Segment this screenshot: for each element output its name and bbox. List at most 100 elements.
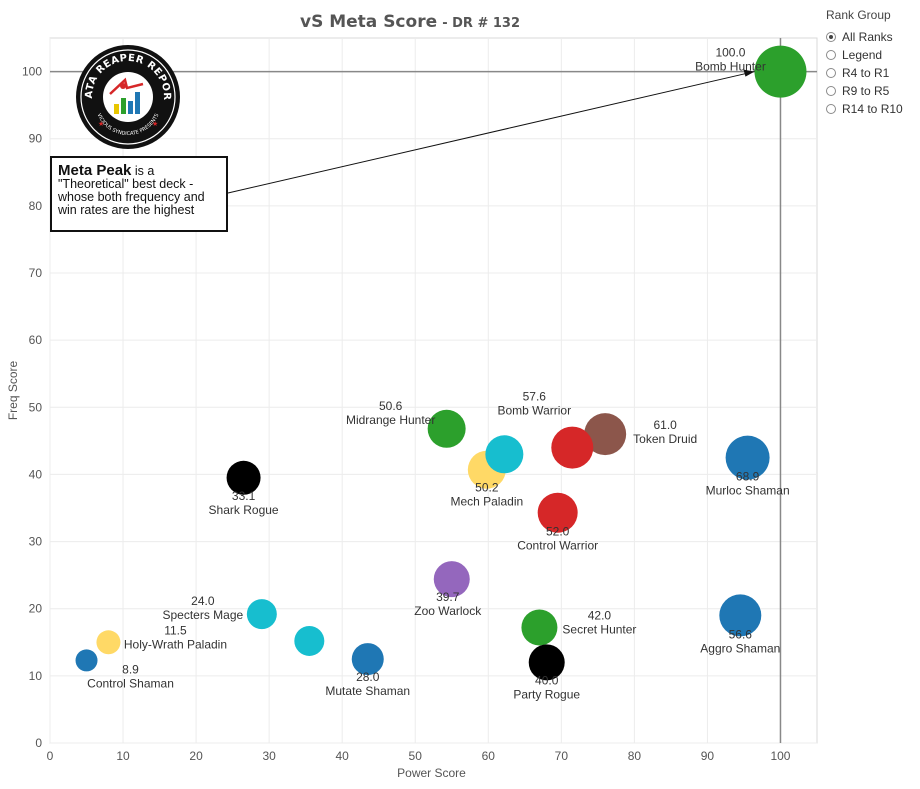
rank-option-all-ranks[interactable]: All Ranks [826,28,903,46]
callout-arrowhead-icon [743,69,755,77]
x-tick-label: 80 [628,749,642,763]
data-label-score: 52.0 [546,525,570,539]
data-label-name: Party Rogue [513,687,580,701]
data-label-score: 42.0 [588,609,612,623]
callout-arrow-line [227,71,755,194]
data-point [551,426,594,469]
data-point [351,643,384,676]
data-point [433,561,470,598]
data-label-name: Mutate Shaman [325,684,410,698]
data-label-score: 50.6 [379,399,403,413]
data-label-score: 68.9 [736,470,760,484]
x-tick-label: 10 [116,749,130,763]
rank-group-filter: Rank Group All Ranks Legend R4 to R1 R9 to … [826,8,903,118]
svg-text:★: ★ [152,120,158,128]
rank-option-label: Legend [842,48,883,62]
rank-group-title: Rank Group [826,8,891,22]
x-tick-label: 20 [189,749,203,763]
data-point [537,492,578,533]
rank-option-label: R14 to R10 [842,102,903,116]
data-label-score: 100.0 [715,46,745,60]
data-label-score: 8.9 [122,662,139,676]
x-axis-label: Power Score [397,766,466,780]
x-tick-label: 70 [555,749,569,763]
data-point [96,630,121,655]
radio-icon[interactable] [826,104,836,114]
data-label-name: Midrange Hunter [346,413,435,427]
meta-peak-callout: Meta Peak is a "Theoretical" best deck -… [50,156,228,232]
data-point [246,599,277,630]
data-label-name: Control Shaman [87,676,174,690]
data-label-name: Mech Paladin [450,495,523,509]
data-point [725,435,770,480]
data-label-score: 56.6 [729,627,753,641]
data-label-name: Bomb Warrior [498,404,572,418]
data-point [294,625,325,656]
data-label-name: Aggro Shaman [700,641,780,655]
svg-text:★: ★ [98,120,104,128]
rank-option-label: R9 to R5 [842,84,890,98]
data-label-name: Token Druid [633,432,697,446]
data-point [75,649,98,672]
data-point [584,413,627,456]
radio-icon[interactable] [826,50,836,60]
rank-option-r14-to-r10[interactable]: R14 to R10 [826,100,903,118]
y-tick-label: 50 [29,400,43,414]
y-axis-label: Freq Score [6,360,20,420]
x-tick-label: 90 [701,749,715,763]
data-label-name: Shark Rogue [209,503,279,517]
chart-title: vS Meta Score [299,12,438,32]
rank-option-r4-to-r1[interactable]: R4 to R1 [826,64,903,82]
radio-icon[interactable] [826,68,836,78]
data-point [226,460,261,495]
data-label-name: Zoo Warlock [414,604,482,618]
y-tick-label: 10 [29,669,43,683]
data-label-name: Bomb Hunter [695,60,766,74]
x-tick-label: 60 [482,749,496,763]
data-reaper-report-logo: DATA REAPER REPORT VICIOUS SYNDICATE PRE… [71,36,181,150]
data-label-score: 61.0 [653,418,677,432]
rank-group-options: All Ranks Legend R4 to R1 R9 to R5 R14 to R1… [826,28,903,118]
data-label-name: Secret Hunter [562,623,636,637]
callout-text: is a "Theoretical" best deck - whose bot… [58,164,205,217]
data-label-score: 11.5 [164,623,187,637]
data-label-score: 39.7 [436,590,460,604]
x-tick-label: 50 [409,749,423,763]
rank-option-legend[interactable]: Legend [826,46,903,64]
data-label-score: 57.6 [523,390,547,404]
radio-icon[interactable] [826,32,836,42]
data-label-score: 40.0 [535,673,559,687]
data-point [427,409,466,448]
y-tick-label: 20 [29,602,43,616]
data-point [485,435,524,474]
data-label-name: Holy-Wrath Paladin [124,637,227,651]
chart-subtitle: - DR # 132 [442,16,521,31]
rank-option-label: R4 to R1 [842,66,890,80]
rank-option-label: All Ranks [842,30,893,44]
y-tick-label: 0 [35,736,42,750]
x-tick-label: 30 [262,749,276,763]
y-tick-label: 60 [29,333,43,347]
data-label-score: 33.1 [232,489,256,503]
data-point [719,594,762,637]
x-tick-label: 40 [336,749,350,763]
data-label-score: 28.0 [356,670,380,684]
chart-title-block: vS Meta Score - DR # 132 [0,12,820,32]
data-label-name: Control Warrior [517,539,598,553]
y-tick-label: 70 [29,266,43,280]
data-point [521,609,558,646]
data-label-name: Specters Mage [162,608,243,622]
callout-bold-text: Meta Peak [58,162,132,179]
y-tick-label: 30 [29,535,43,549]
y-tick-label: 100 [22,65,42,79]
y-tick-label: 80 [29,199,43,213]
data-label-score: 24.0 [191,594,215,608]
radio-icon[interactable] [826,86,836,96]
rank-option-r9-to-r5[interactable]: R9 to R5 [826,82,903,100]
data-point [754,45,807,98]
x-tick-label: 100 [770,749,790,763]
data-point [528,644,565,681]
data-label-name: Murloc Shaman [706,484,790,498]
x-tick-label: 0 [47,749,54,763]
